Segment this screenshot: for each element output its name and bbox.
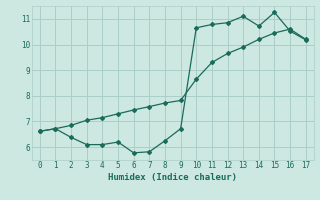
X-axis label: Humidex (Indice chaleur): Humidex (Indice chaleur) [108, 173, 237, 182]
